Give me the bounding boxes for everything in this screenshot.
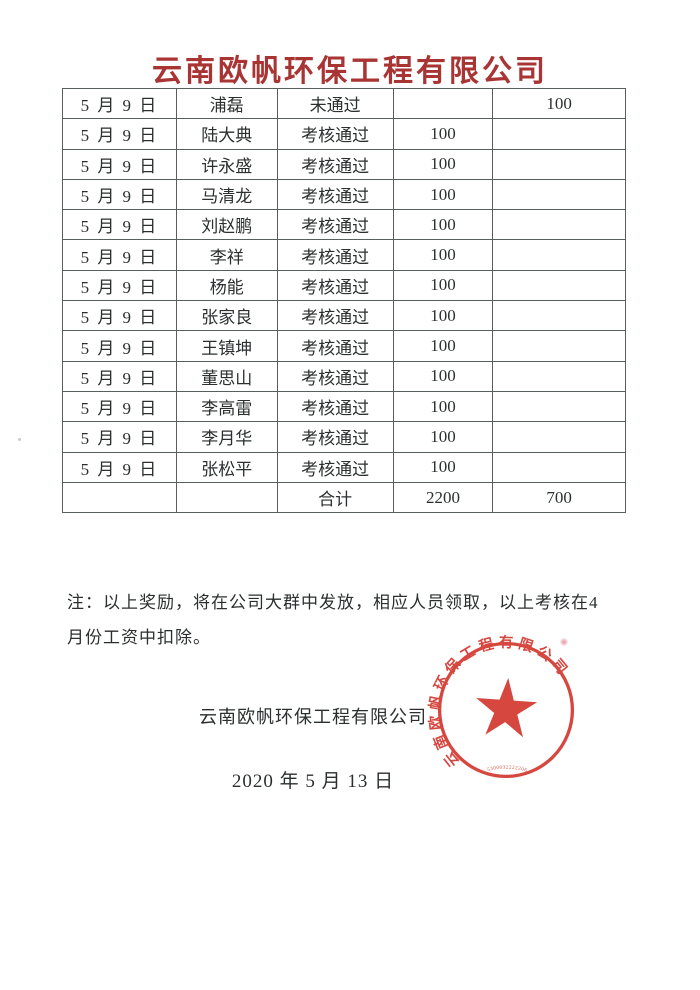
svg-text:5300032222206: 5300032222206 <box>487 766 528 774</box>
